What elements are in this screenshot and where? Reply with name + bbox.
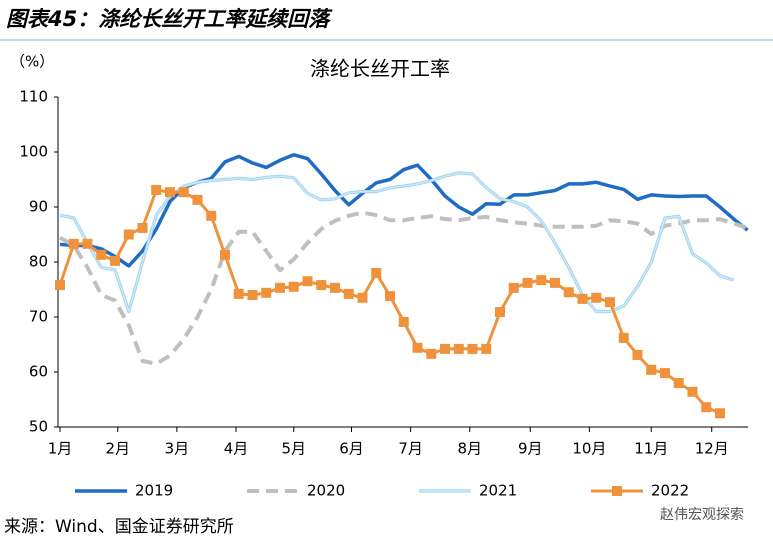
point-marker [288,281,299,292]
x-tick-label: 3月 [165,440,190,458]
point-marker [261,287,272,298]
x-tick-label: 6月 [339,440,364,458]
point-marker [632,349,643,360]
point-marker [550,277,560,288]
point-marker [701,402,712,413]
point-marker [536,275,547,286]
point-marker [673,378,684,388]
point-marker [220,249,230,260]
x-tick-label: 10月 [572,440,606,458]
point-marker [398,316,409,327]
point-marker [440,343,450,354]
y-tick-label: 70 [29,308,48,326]
x-tick-label: 2月 [105,440,130,458]
x-tick-label: 12月 [695,440,729,458]
point-marker [467,343,478,354]
point-marker [522,277,533,288]
x-tick-label: 7月 [398,440,423,458]
x-tick-label: 8月 [457,440,482,458]
point-marker [68,238,79,249]
point-marker [591,292,602,303]
point-marker [605,297,615,308]
chart-title: 涤纶长丝开工率 [310,57,450,81]
point-marker [123,229,134,240]
x-tick-label: 5月 [281,440,306,458]
point-marker [151,184,162,195]
point-marker [385,291,395,302]
y-tick-label: 90 [29,198,48,216]
point-marker [192,194,203,205]
y-tick-label: 60 [29,363,48,381]
point-marker [206,210,217,221]
point-marker [357,292,368,303]
point-marker [646,364,657,375]
point-marker [137,222,148,233]
y-tick-label: 50 [29,418,48,436]
header-title: 图表45：涤纶长丝开工率延续回落 [6,7,333,31]
x-tick-label: 1月 [48,440,73,458]
point-marker [508,282,519,293]
point-marker [687,386,698,397]
point-marker [412,342,423,353]
y-unit: （%） [10,53,54,71]
legend-label: 2020 [307,482,345,500]
point-marker [55,280,65,291]
y-tick-label: 110 [19,88,48,106]
point-marker [233,288,244,299]
point-marker [563,287,574,298]
y-tick-label: 80 [29,253,48,271]
x-tick-label: 11月 [634,440,668,458]
point-marker [453,343,464,354]
point-marker [165,187,175,198]
point-marker [302,276,313,287]
point-marker [316,280,327,291]
point-marker [618,332,629,343]
point-marker [330,282,340,293]
point-marker [660,368,670,379]
y-tick-label: 100 [19,143,48,161]
point-marker [481,343,492,354]
x-tick-label: 9月 [518,440,543,458]
legend-label: 2019 [135,482,173,500]
point-marker [247,290,258,300]
point-marker [495,307,505,318]
series-line [59,153,749,268]
source: 来源：Wind、国金证券研究所 [4,517,234,537]
point-marker [82,238,93,249]
series-line [59,210,749,366]
point-marker [715,408,725,419]
point-marker [110,255,120,266]
point-marker [426,348,437,359]
point-marker [371,268,382,278]
point-marker [275,282,285,293]
legend-label: 2022 [651,482,689,500]
x-tick-label: 4月 [224,440,249,458]
point-marker [343,288,354,299]
legend-marker [612,486,622,496]
point-marker [96,249,107,260]
watermark: 赵伟宏观探索 [660,506,744,523]
legend-label: 2021 [479,482,517,500]
point-marker [178,187,189,198]
point-marker [577,293,588,304]
